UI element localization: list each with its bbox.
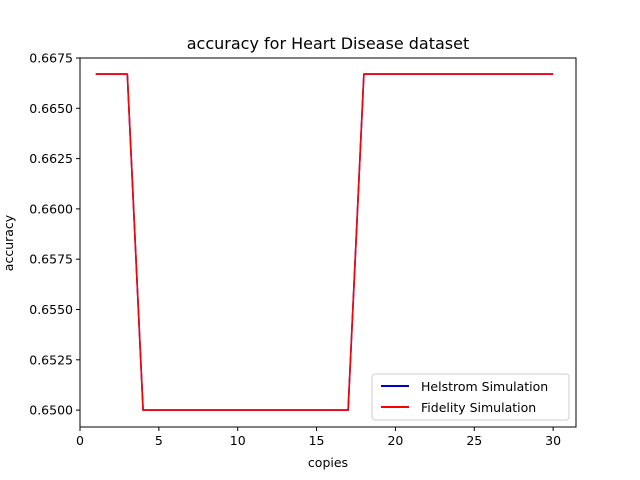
x-tick-label: 25 (466, 433, 482, 448)
x-tick-label: 15 (309, 433, 325, 448)
x-axis-label: copies (308, 455, 348, 470)
y-tick-label: 0.6675 (29, 51, 73, 66)
y-tick-label: 0.6550 (29, 302, 73, 317)
y-tick-label: 0.6625 (29, 151, 73, 166)
x-tick-label: 10 (230, 433, 246, 448)
legend-label-fidelity: Fidelity Simulation (421, 400, 536, 415)
y-tick-label: 0.6500 (29, 403, 73, 418)
legend: Helstrom Simulation Fidelity Simulation (371, 373, 570, 421)
plot-frame (79, 57, 577, 428)
y-tick-label: 0.6650 (29, 101, 73, 116)
y-axis-ticks: 0.6500 0.6525 0.6550 0.6575 0.6600 0.6625 0.66… (29, 51, 80, 418)
series-layer (95, 73, 554, 411)
x-tick-label: 20 (387, 433, 403, 448)
x-tick-label: 0 (76, 433, 84, 448)
y-axis-label: accuracy (1, 214, 16, 271)
x-tick-label: 30 (545, 433, 561, 448)
legend-label-helstrom: Helstrom Simulation (421, 379, 548, 394)
y-tick-label: 0.6575 (29, 252, 73, 267)
series-line-fidelity (95, 73, 554, 411)
x-axis-ticks: 0 5 10 15 20 25 30 (76, 427, 561, 448)
x-tick-label: 5 (155, 433, 163, 448)
legend-box (371, 373, 570, 421)
chart-title: accuracy for Heart Disease dataset (187, 34, 469, 53)
y-tick-label: 0.6600 (29, 201, 73, 216)
y-tick-label: 0.6525 (29, 352, 73, 367)
